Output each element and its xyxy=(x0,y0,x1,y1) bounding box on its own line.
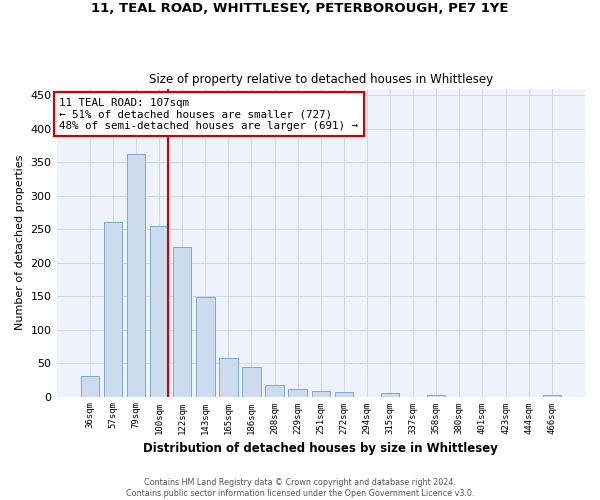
Bar xyxy=(427,394,445,396)
Bar xyxy=(196,298,215,396)
Bar xyxy=(265,385,284,396)
X-axis label: Distribution of detached houses by size in Whittlesey: Distribution of detached houses by size … xyxy=(143,442,498,455)
Bar xyxy=(311,390,330,396)
Text: Contains HM Land Registry data © Crown copyright and database right 2024.
Contai: Contains HM Land Registry data © Crown c… xyxy=(126,478,474,498)
Text: 11 TEAL ROAD: 107sqm
← 51% of detached houses are smaller (727)
48% of semi-deta: 11 TEAL ROAD: 107sqm ← 51% of detached h… xyxy=(59,98,358,131)
Bar xyxy=(335,392,353,396)
Text: 11, TEAL ROAD, WHITTLESEY, PETERBOROUGH, PE7 1YE: 11, TEAL ROAD, WHITTLESEY, PETERBOROUGH,… xyxy=(91,2,509,16)
Title: Size of property relative to detached houses in Whittlesey: Size of property relative to detached ho… xyxy=(149,73,493,86)
Bar xyxy=(542,394,561,396)
Bar xyxy=(219,358,238,397)
Bar xyxy=(150,226,169,396)
Bar xyxy=(242,367,261,396)
Bar xyxy=(289,388,307,396)
Y-axis label: Number of detached properties: Number of detached properties xyxy=(15,155,25,330)
Bar xyxy=(173,246,191,396)
Bar xyxy=(104,222,122,396)
Bar xyxy=(80,376,99,396)
Bar xyxy=(381,393,400,396)
Bar xyxy=(127,154,145,396)
